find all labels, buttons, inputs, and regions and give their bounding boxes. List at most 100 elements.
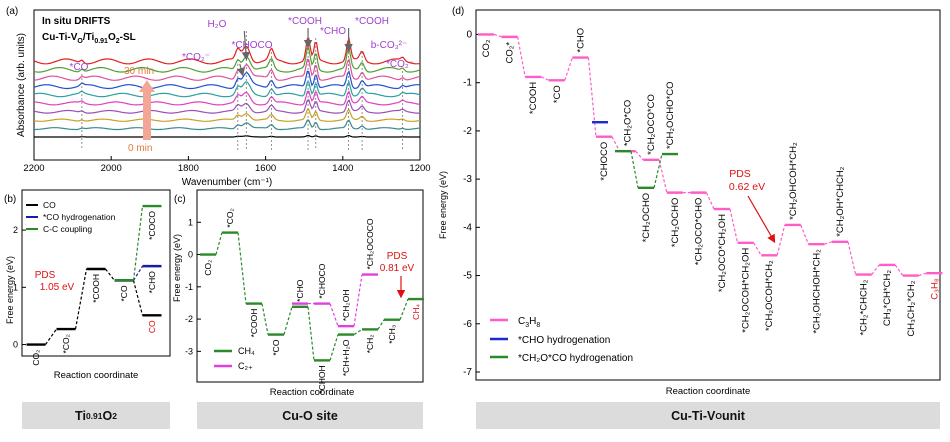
intermediate-label: CO₂* [505, 42, 516, 64]
intermediate-label: CO₂ [481, 39, 492, 57]
energy-connector [541, 77, 549, 80]
energy-connector [706, 193, 714, 209]
y-tick-label: -4 [463, 222, 472, 233]
intermediate-label: *CH₂OCHO [641, 193, 652, 243]
energy-connector [400, 299, 408, 320]
y-tick-label: -6 [463, 319, 472, 330]
panel-c-pds: PDS [387, 251, 408, 262]
energy-connector [730, 209, 738, 243]
x-tick-label: 1400 [332, 163, 353, 174]
intermediate-label: C₃H₈ [929, 278, 940, 300]
energy-connector [824, 242, 832, 244]
time-start-label: 0 min [128, 143, 152, 154]
energy-connector [284, 307, 292, 335]
intermediate-label: *CH₂O*CO [623, 100, 634, 146]
panel-c-ylabel: Free energy (eV) [172, 234, 182, 302]
peak-label: *CO [70, 62, 89, 73]
x-tick-label: 2200 [23, 163, 44, 174]
panel-d-pds-value: 0.62 eV [729, 181, 765, 193]
intermediate-label: *CO [552, 85, 563, 103]
intermediate-label: CH₄ [411, 304, 421, 320]
time-end-label: 30 min [124, 66, 154, 77]
intermediate-label: *CH₂OCOH*CH₂ [764, 260, 775, 331]
footer-d: Cu-Ti-V O unit [476, 402, 940, 429]
energy-connector [848, 242, 856, 275]
energy-connector [518, 37, 526, 77]
legend-co-hydrogenation: *CO hydrogenation [43, 212, 116, 222]
panel-d-legend: C3H8 *CHO hydrogenation *CH₂O*CO hydroge… [490, 316, 633, 364]
panel-c-xlabel: Reaction coordinate [270, 387, 355, 398]
panel-d-pds: PDS [729, 168, 751, 180]
panel-a: (a) In situ DRIFTS Cu-Ti-VO/Ti0.91O2-SL … [6, 6, 431, 188]
intermediate-label: *CH₂OHCOH*CH₂ [788, 142, 799, 220]
intermediate-label: CO [147, 320, 157, 333]
legend-ch2oco-hydrogenation: *CH₂O*CO hydrogenation [518, 353, 633, 364]
y-tick-label: -2 [463, 126, 472, 137]
y-tick-label: -3 [185, 346, 193, 356]
intermediate-label: *CH₂OH*CHCH₂ [835, 166, 846, 236]
time-arrow-head [139, 80, 155, 92]
energy-connector [919, 273, 927, 275]
y-tick-label: 0 [13, 340, 18, 350]
energy-connector [76, 269, 87, 329]
peak-arrow [240, 64, 243, 74]
energy-connector [134, 206, 143, 280]
panel-c-label: (c) [174, 194, 186, 205]
panel-b-legend: CO *CO hydrogenation C-C coupling [26, 200, 116, 234]
panel-b-pds: PDS [35, 270, 56, 281]
intermediate-label: *CO [271, 339, 281, 355]
x-tick-label: 1800 [178, 163, 199, 174]
legend-co: CO [43, 200, 56, 210]
intermediate-label: *CHO [575, 28, 586, 53]
intermediate-label: *CH₃ [387, 325, 397, 344]
panel-a-title: In situ DRIFTS [42, 16, 111, 27]
intermediate-label: *CHO [295, 279, 305, 302]
energy-connector [308, 307, 314, 361]
y-tick-label: 0 [466, 29, 472, 40]
energy-connector [588, 58, 596, 137]
panel-c: (c) Free energy (eV) Reaction coordinate… [172, 190, 424, 398]
panel-d-ylabel: Free energy (eV) [438, 171, 448, 239]
y-tick-label: 2 [13, 225, 18, 235]
intermediate-label: *CH₂OHCHOH*CH₂ [811, 249, 822, 334]
intermediate-label: *CHOH [317, 365, 327, 393]
energy-connector [134, 280, 143, 315]
energy-connector [777, 225, 785, 255]
intermediate-label: *CO₂ [225, 208, 235, 227]
peak-label: *CHOCO [231, 40, 272, 51]
intermediate-label: *CO [119, 285, 129, 301]
peak-label: *COOH [288, 16, 322, 27]
intermediate-label: *CH₂OCHO [670, 198, 681, 248]
intermediate-label: CH₃*CH*CH₂ [882, 270, 893, 326]
figure-canvas: (a) In situ DRIFTS Cu-Ti-VO/Ti0.91O2-SL … [0, 0, 950, 437]
panel-a-ylabel: Absorbance (arb. units) [16, 33, 27, 137]
energy-connector [636, 151, 644, 160]
intermediate-label: *COCO [147, 211, 157, 240]
intermediate-label: *CH₂ [365, 334, 375, 353]
legend-c2plus: C₂₊ [238, 361, 253, 371]
y-tick-label: -5 [463, 271, 472, 282]
panel-b-xlabel: Reaction coordinate [54, 370, 139, 381]
x-tick-label: 1600 [255, 163, 276, 174]
y-tick-label: 1 [13, 282, 18, 292]
peak-label: b-CO₃²⁻ [371, 40, 408, 51]
panel-a-ticks: 2200 2000 1800 1600 1400 1200 [23, 156, 430, 174]
intermediate-label: CH₃CH₂*CH₂ [906, 280, 917, 336]
x-tick-label: 2000 [101, 163, 122, 174]
footer-c: Cu-O site [197, 402, 423, 429]
energy-connector [494, 34, 502, 36]
y-tick-label: -7 [463, 367, 472, 378]
energy-connector [872, 265, 880, 275]
intermediate-label: *CH₂OCO*CHO [693, 198, 704, 266]
intermediate-label: *CHO [147, 271, 157, 294]
energy-connector [801, 225, 809, 244]
panel-b-label: (b) [4, 194, 16, 205]
panel-b: (b) Free energy (eV) Reaction coordinate… [4, 190, 170, 381]
intermediate-label: *CH₂OH [341, 290, 351, 322]
legend-cc-coupling: C-C coupling [43, 224, 92, 234]
panel-d-xlabel: Reaction coordinate [666, 386, 751, 397]
energy-connector [354, 329, 362, 334]
panel-d: (d) Free energy (eV) Reaction coordinate… [438, 6, 942, 397]
time-arrow-shaft [143, 92, 151, 140]
x-tick-label: 1200 [409, 163, 430, 174]
